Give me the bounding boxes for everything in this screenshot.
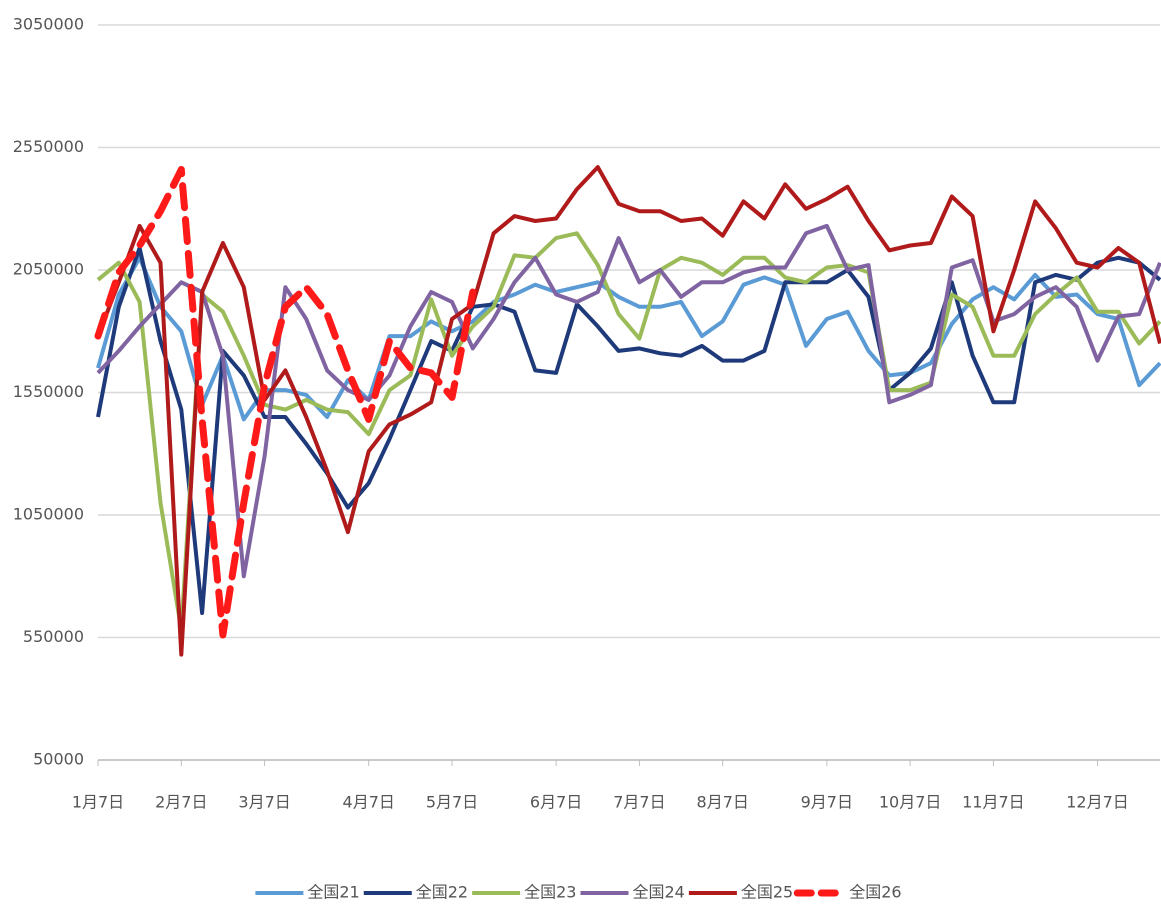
legend-label: 全国24 [633,883,685,902]
series-line [96,231,1161,633]
x-tick-label: 9月7日 [801,793,853,812]
x-tick-label: 7月7日 [613,793,665,812]
y-tick-label: 50000 [33,750,84,769]
x-tick-label: 3月7日 [238,793,290,812]
x-tick-label: 12月7日 [1066,793,1129,812]
legend-label: 全国26 [849,883,901,902]
y-tick-label: 1550000 [13,382,84,401]
legend-label: 全国25 [741,883,793,902]
series-line [94,166,477,639]
legend-label: 全国22 [416,883,468,902]
x-tick-label: 6月7日 [530,793,582,812]
legend-label: 全国21 [307,883,359,902]
series-line [96,246,1161,615]
x-tick-label: 10月7日 [879,793,942,812]
x-tick-label: 2月7日 [155,793,207,812]
y-tick-label: 1050000 [13,505,84,524]
y-tick-label: 3050000 [13,15,84,34]
x-tick-label: 11月7日 [962,793,1025,812]
x-tick-label: 5月7日 [426,793,478,812]
y-tick-label: 2050000 [13,260,84,279]
x-tick-label: 1月7日 [72,793,124,812]
series-line [96,223,1161,579]
x-tick-label: 4月7日 [343,793,395,812]
y-tick-label: 2550000 [13,137,84,156]
series-line [96,165,1161,657]
x-tick-label: 8月7日 [697,793,749,812]
series-line [96,255,1161,422]
y-tick-label: 550000 [23,627,84,646]
legend-label: 全国23 [524,883,576,902]
